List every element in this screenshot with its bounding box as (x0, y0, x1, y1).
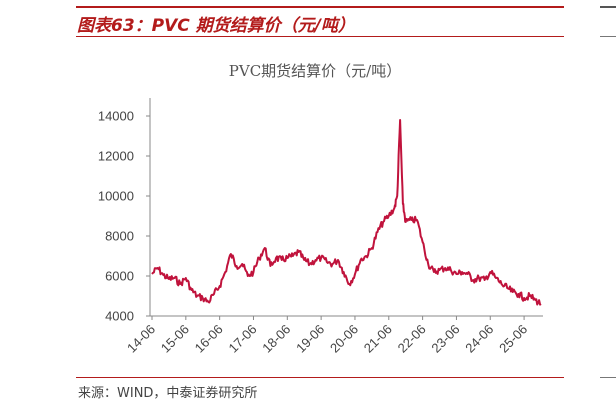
x-tick-label: 15-06 (158, 322, 192, 356)
x-tick-label: 18-06 (259, 322, 293, 356)
y-tick-label: 10000 (98, 189, 134, 204)
x-tick-label: 14-06 (124, 322, 158, 356)
right-edge-rule (600, 6, 616, 8)
source-rule (76, 377, 564, 378)
y-tick-label: 12000 (98, 149, 134, 164)
y-tick-label: 8000 (105, 229, 134, 244)
series-line (151, 119, 542, 306)
x-tick-label: 21-06 (361, 322, 395, 356)
y-tick-label: 14000 (98, 109, 134, 124)
x-ticks: 14-06 15-06 16-06 17-06 18-06 19-06 20-06 21-06… (124, 316, 530, 356)
x-tick-label: 16-06 (192, 322, 226, 356)
chart-svg: 4000 6000 8000 10000 12000 14000 14-06 15-06 16… (98, 98, 543, 356)
x-tick-label: 22-06 (395, 322, 429, 356)
y-tick-label: 4000 (105, 309, 134, 324)
figure-title: 图表63：PVC 期货结算价（元/吨） (77, 16, 355, 36)
right-edge-rule-2 (600, 36, 616, 37)
source-note: 来源：WIND，中泰证券研究所 (78, 386, 258, 401)
x-tick-label: 25-06 (496, 322, 530, 356)
title-rule (76, 36, 564, 37)
x-tick-label: 17-06 (225, 322, 259, 356)
right-edge-rule-3 (600, 377, 616, 378)
y-tick-label: 6000 (105, 269, 134, 284)
x-tick-label: 23-06 (428, 322, 462, 356)
y-ticks: 4000 6000 8000 10000 12000 14000 (98, 109, 150, 324)
chart-title: PVC期货结算价（元/吨） (228, 62, 402, 80)
x-tick-label: 24-06 (462, 322, 496, 356)
x-tick-label: 19-06 (293, 322, 327, 356)
x-tick-label: 20-06 (327, 322, 361, 356)
top-rule (76, 6, 564, 8)
